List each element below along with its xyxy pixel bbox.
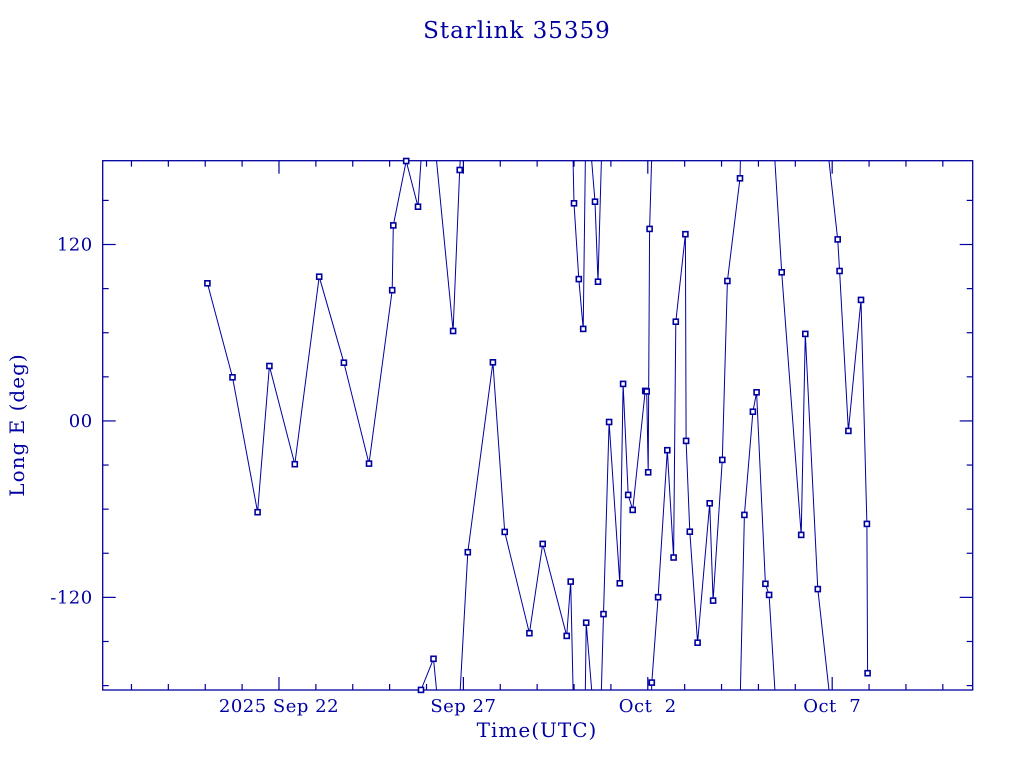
x-tick-label: Oct 7 bbox=[803, 696, 861, 717]
data-point-marker bbox=[402, 157, 410, 165]
data-point-marker bbox=[567, 578, 575, 585]
data-point-marker bbox=[814, 585, 822, 593]
data-point-marker bbox=[694, 639, 701, 647]
data-point-marker bbox=[644, 468, 652, 476]
data-point-marker bbox=[646, 225, 653, 233]
data-point-marker bbox=[254, 508, 261, 516]
data-point-marker bbox=[749, 408, 757, 416]
y-tick-label: 120 bbox=[57, 235, 93, 256]
chart-title: Starlink 35359 bbox=[423, 18, 611, 44]
data-point-marker bbox=[449, 327, 457, 335]
x-tick-label: Sep 27 bbox=[430, 696, 496, 717]
data-point-marker bbox=[315, 273, 323, 281]
data-series bbox=[206, 160, 869, 690]
data-point-marker bbox=[643, 388, 651, 395]
data-point-marker bbox=[570, 200, 578, 207]
y-tick-label: 00 bbox=[69, 411, 93, 432]
data-point-marker bbox=[863, 520, 871, 528]
data-point-marker bbox=[575, 275, 583, 283]
data-point-marker bbox=[624, 491, 632, 499]
data-point-marker bbox=[579, 325, 587, 333]
data-point-marker bbox=[464, 548, 472, 556]
data-point-marker bbox=[801, 330, 809, 338]
data-point-marker bbox=[682, 437, 690, 445]
data-point-marker bbox=[672, 318, 680, 326]
data-point-marker bbox=[724, 277, 731, 285]
data-point-marker bbox=[563, 632, 571, 640]
data-point-marker bbox=[706, 499, 714, 507]
plot-frame bbox=[102, 160, 974, 691]
data-point-marker bbox=[845, 427, 852, 435]
data-point-marker bbox=[266, 362, 273, 370]
data-point-marker bbox=[489, 358, 497, 366]
data-point-marker bbox=[389, 222, 397, 229]
data-point-marker bbox=[619, 380, 627, 388]
data-point-marker bbox=[718, 456, 726, 464]
data-point-marker bbox=[365, 460, 373, 467]
axis-ticks bbox=[102, 160, 973, 690]
y-tick-label: -120 bbox=[50, 587, 92, 608]
y-axis-label: Long E (deg) bbox=[5, 353, 29, 496]
data-point-marker bbox=[686, 528, 694, 536]
data-point-marker bbox=[663, 446, 671, 454]
data-point-marker bbox=[765, 591, 773, 599]
data-point-marker bbox=[753, 388, 760, 396]
data-point-marker bbox=[797, 531, 805, 539]
data-point-marker bbox=[857, 296, 865, 304]
axis-tick-labels: 2025 Sep 22 Sep 27 Oct 2 Oct 7 120 00 -120 bbox=[50, 235, 861, 717]
data-point-marker bbox=[600, 610, 607, 618]
data-point-marker bbox=[340, 359, 348, 367]
data-point-marker bbox=[582, 619, 590, 627]
data-point-marker bbox=[291, 460, 299, 468]
data-point-marker bbox=[417, 686, 425, 694]
data-point-marker bbox=[648, 679, 656, 686]
data-point-marker bbox=[836, 267, 843, 275]
data-point-marker bbox=[762, 580, 769, 588]
data-point-marker bbox=[741, 511, 748, 519]
data-point-marker bbox=[456, 166, 464, 174]
data-point-marker bbox=[414, 203, 422, 210]
data-point-marker bbox=[430, 655, 437, 663]
data-point-marker bbox=[834, 236, 842, 243]
data-point-marker bbox=[682, 230, 689, 238]
data-point-marker bbox=[591, 198, 599, 205]
data-point-marker bbox=[204, 279, 211, 287]
data-point-marker bbox=[670, 554, 677, 561]
data-point-marker bbox=[605, 418, 613, 426]
data-point-marker bbox=[539, 540, 547, 548]
data-point-marker bbox=[629, 506, 637, 514]
data-point-marker bbox=[501, 528, 509, 536]
data-point-marker bbox=[778, 268, 786, 276]
data-point-marker bbox=[654, 593, 662, 601]
data-point-marker bbox=[594, 278, 602, 286]
data-point-marker bbox=[709, 597, 717, 604]
longitude-line bbox=[206, 160, 869, 690]
x-axis-label: Time(UTC) bbox=[477, 718, 598, 742]
x-tick-label: 2025 Sep 22 bbox=[219, 696, 339, 717]
data-point-marker bbox=[616, 579, 624, 587]
data-point-marker bbox=[736, 175, 744, 182]
data-point-marker bbox=[388, 286, 396, 294]
data-point-marker bbox=[229, 373, 236, 381]
data-point-marker bbox=[526, 629, 533, 637]
x-tick-label: Oct 2 bbox=[619, 696, 677, 717]
data-markers bbox=[204, 157, 871, 694]
data-point-marker bbox=[864, 669, 871, 677]
